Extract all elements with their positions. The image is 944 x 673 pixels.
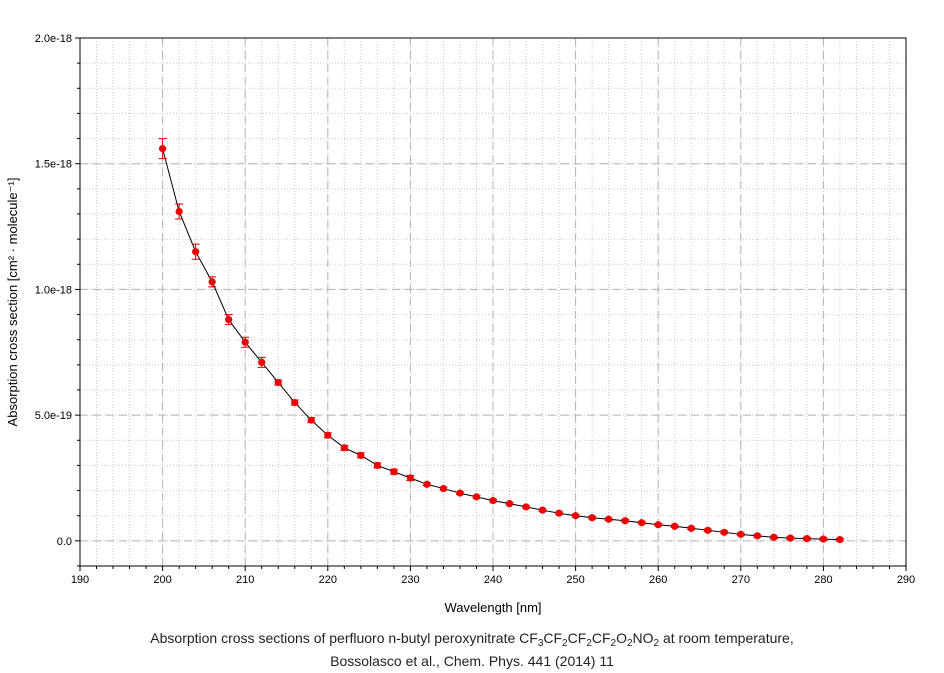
- formula-part: CF: [519, 630, 538, 646]
- data-point: [836, 536, 844, 544]
- formula-subscript: 2: [653, 638, 660, 649]
- data-point: [704, 526, 712, 534]
- data-point: [159, 145, 167, 153]
- formula-subscript: 3: [537, 638, 544, 649]
- data-point: [307, 416, 315, 424]
- data-point: [175, 207, 183, 216]
- chart-caption-line1: Absorption cross sections of perfluoro n…: [150, 630, 794, 649]
- y-tick-label: 1.5e-18: [35, 159, 72, 171]
- data-point: [588, 514, 596, 522]
- formula-part: CF: [591, 630, 611, 646]
- data-point: [423, 480, 431, 488]
- data-point: [472, 493, 481, 501]
- chart-caption-line2: Bossolasco et al., Chem. Phys. 441 (2014…: [330, 653, 614, 669]
- data-points: [159, 145, 844, 544]
- data-point: [291, 398, 299, 407]
- data-point: [258, 358, 266, 366]
- data-point: [753, 532, 761, 540]
- data-point: [538, 506, 547, 514]
- y-axis: 0.0 5.0e-19 1.0e-18 1.5e-18 2.0e-18: [35, 33, 80, 567]
- data-point: [819, 535, 828, 543]
- y-tick-label: 0.0: [57, 536, 72, 548]
- data-point: [456, 489, 464, 497]
- x-axis: 190 200 210 220 230 240 250 260 270 280 290: [71, 566, 915, 586]
- chemical-formula: CF3CF2CF2CF2O2NO2: [519, 630, 660, 649]
- x-tick-label: 200: [153, 574, 171, 586]
- formula-subscript: 2: [610, 638, 617, 649]
- data-point: [522, 503, 530, 511]
- x-tick-label: 210: [236, 574, 254, 586]
- y-axis-label: Absorption cross section [cm² · molecule…: [5, 178, 20, 427]
- data-point: [572, 512, 580, 520]
- x-tick-label: 290: [897, 574, 915, 586]
- data-point: [357, 451, 365, 459]
- formula-part: CF: [543, 630, 563, 646]
- data-point: [720, 528, 728, 536]
- data-point: [638, 519, 646, 527]
- data-point: [225, 316, 233, 324]
- y-tick-label: 1.0e-18: [35, 284, 72, 296]
- data-point: [192, 248, 200, 256]
- series-line: [162, 148, 840, 541]
- data-point: [324, 431, 332, 439]
- data-point: [373, 461, 381, 470]
- data-point: [605, 515, 613, 523]
- x-tick-label: 270: [732, 574, 750, 586]
- data-point: [671, 522, 679, 530]
- data-point: [803, 534, 811, 543]
- y-tick-label: 5.0e-19: [35, 410, 72, 422]
- data-point: [555, 509, 563, 517]
- data-point: [654, 521, 662, 529]
- chart: 190 200 210 220 230 240 250 260 270 280 290 0.0 5.0…: [5, 33, 915, 615]
- formula-subscript: 2: [586, 638, 592, 649]
- y-tick-label: 2.0e-18: [35, 33, 72, 45]
- data-point: [208, 278, 216, 286]
- data-point: [687, 524, 695, 532]
- data-point: [489, 497, 497, 505]
- data-point: [274, 378, 282, 387]
- data-point: [241, 338, 249, 346]
- data-point: [340, 444, 348, 452]
- data-point: [786, 534, 794, 542]
- formula-part: O: [616, 630, 627, 646]
- formula-part: NO: [632, 630, 654, 646]
- x-tick-label: 220: [319, 574, 337, 586]
- data-point: [406, 474, 414, 482]
- formula-subscript: 2: [562, 638, 568, 649]
- data-point: [439, 484, 448, 493]
- x-axis-label: Wavelength [nm]: [444, 600, 541, 615]
- formula-part: CF: [567, 630, 587, 646]
- formula-subscript: 2: [626, 638, 633, 649]
- data-point: [621, 517, 629, 525]
- x-tick-label: 260: [649, 574, 667, 586]
- data-point: [737, 530, 745, 538]
- major-grid: [80, 38, 906, 566]
- data-point: [390, 468, 398, 476]
- data-point: [770, 533, 778, 541]
- data-point: [505, 500, 514, 508]
- x-tick-label: 240: [484, 574, 502, 586]
- x-tick-label: 190: [71, 574, 89, 586]
- x-tick-label: 280: [814, 574, 832, 586]
- x-tick-label: 230: [401, 574, 419, 586]
- x-tick-label: 250: [566, 574, 584, 586]
